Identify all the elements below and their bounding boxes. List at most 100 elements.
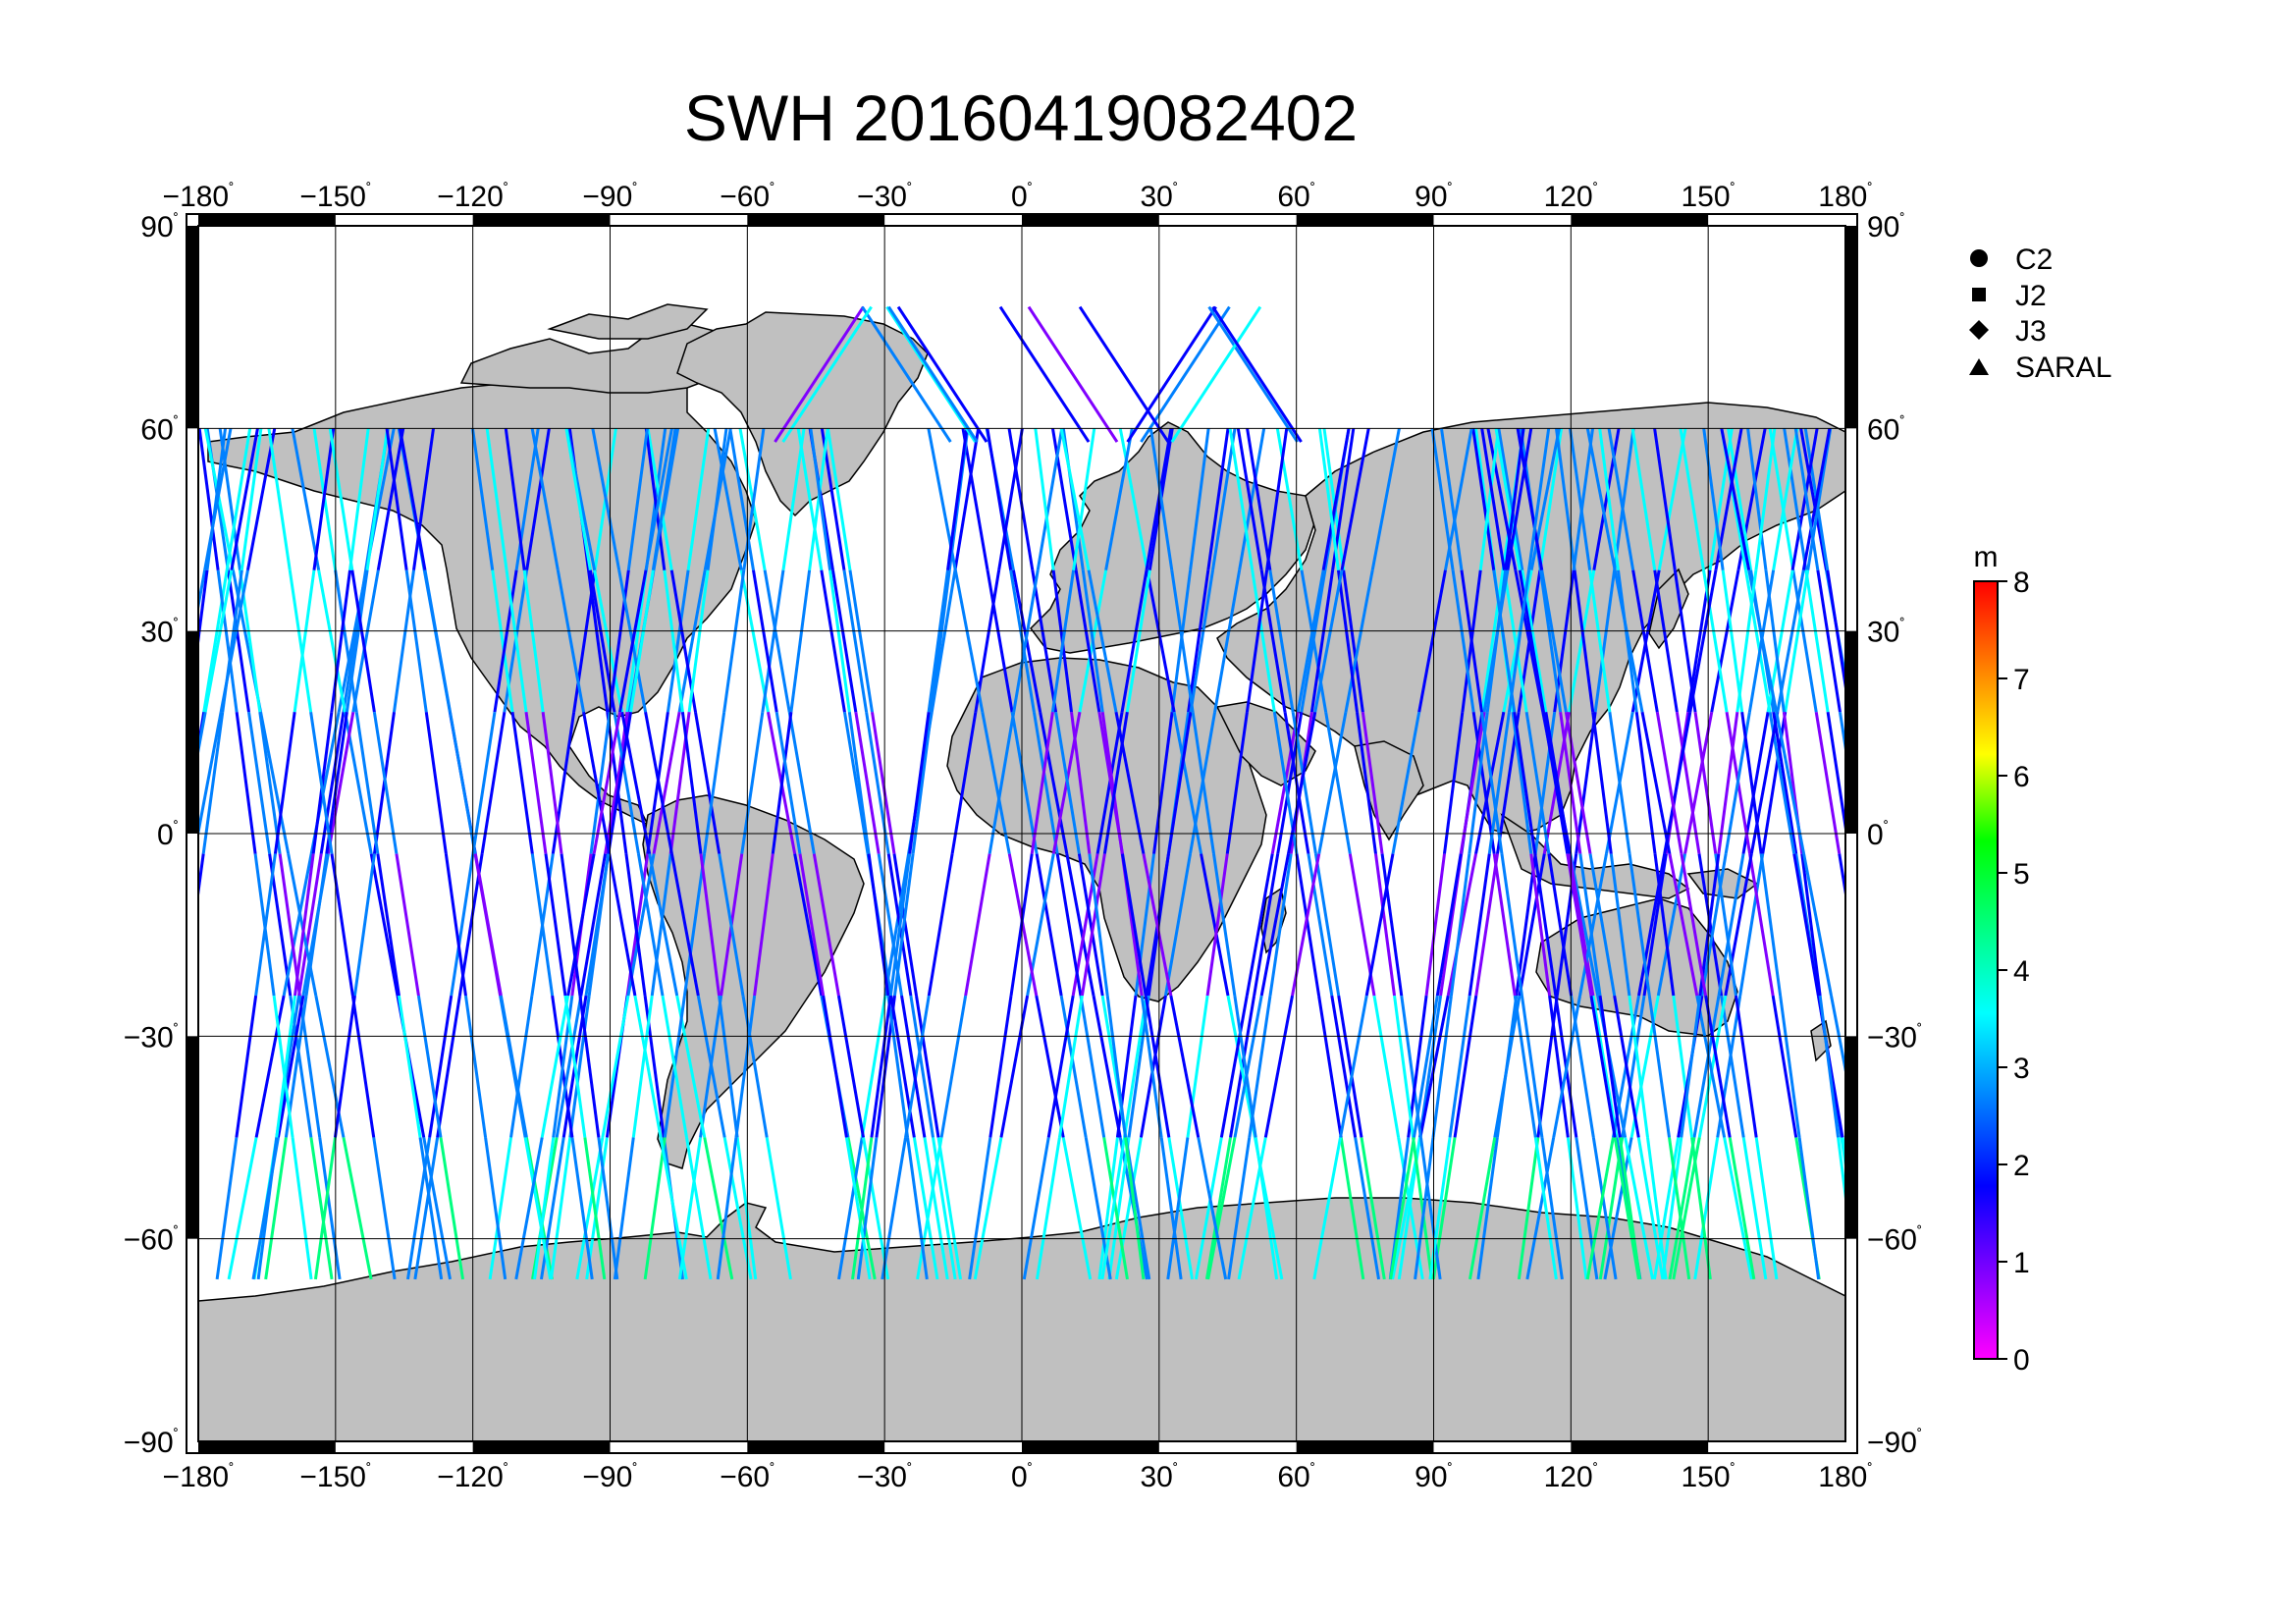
track-segment [1065,853,1095,997]
track-segment [1552,995,1582,1138]
track-segment [1337,995,1363,1138]
colorbar-tick-label: 5 [2013,858,2030,891]
track-segment [1152,712,1174,854]
colorbar-tick-label: 7 [2013,664,2030,696]
track-segment [1655,711,1683,854]
track-segment [1837,1137,1845,1207]
track-segment [1497,428,1524,571]
track-segment [505,569,528,713]
track-segment [1092,995,1122,1138]
track-segment [636,853,665,997]
track-segment [1478,428,1501,570]
track-segment [848,569,874,713]
track-segment [365,428,390,570]
track-segment [1313,853,1341,997]
track-segment [221,569,243,713]
track-segment [1166,1137,1190,1280]
frame-bar-top [747,214,885,226]
track-segment [556,569,586,713]
track-segment [201,711,225,854]
track-segment [1916,1138,1938,1279]
swh-colorbar: m 0 1 2 3 4 5 6 7 8 [1973,541,2030,1377]
track-segment [1493,995,1522,1138]
track-segment [1118,428,1149,571]
track-segment [644,428,667,570]
lat-label-right: −90˚ [1867,1427,1922,1459]
track-segment [1317,428,1340,570]
track-segment [1097,1137,1119,1280]
track-segment [1361,711,1384,854]
track-segment [1804,569,1830,713]
track-segment [1754,428,1777,570]
track-segment [1727,428,1753,571]
track-segment [1653,569,1679,713]
track-segment [1485,569,1508,713]
track-segment [870,711,896,854]
figure-title: SWH 20160419082402 [684,81,1358,154]
track-segment [669,853,700,997]
track-segment [1748,853,1775,997]
lat-label-left: 0˚ [157,819,179,851]
track-segment [908,712,931,854]
track-segment [1862,854,1885,996]
track-segment [912,1137,939,1280]
track-segment [533,1137,556,1280]
track-segment [1012,569,1040,713]
track-segment [716,1137,738,1280]
frame-bar-bottom [1022,1441,1159,1453]
track-segment [1307,853,1334,997]
track-segment [1087,569,1118,713]
track-segment [1680,853,1708,997]
track-segment [1417,569,1447,713]
track-segment [1688,569,1718,713]
track-segment [1417,995,1443,1138]
track-segment [822,995,848,1138]
track-segment [1238,428,1266,571]
track-segment [593,569,624,713]
track-segment [1322,428,1346,570]
track-segment [351,569,380,713]
track-segment [1414,1137,1435,1280]
track-segment [333,995,356,1138]
track-segment [1858,1138,1886,1279]
track-segment [240,428,263,570]
track-segment [1122,995,1148,1138]
track-segment [1275,428,1304,571]
track-segment [904,995,931,1138]
track-segment [1656,853,1687,997]
track-segment [1418,995,1450,1138]
track-segment [1468,1137,1497,1280]
track-segment [1524,711,1551,854]
track-segment [1439,428,1464,570]
track-segment [1007,428,1035,571]
track-segment [740,711,765,854]
track-segment [608,569,630,713]
track-segment [1675,711,1701,854]
track-segment [1759,853,1783,997]
track-segment [1575,1137,1599,1280]
track-segment [1572,428,1595,570]
track-segment [837,1137,864,1280]
track-segment [1114,1137,1143,1280]
track-segment [881,1137,908,1280]
track-segment [1872,996,1894,1137]
track-segment [613,711,640,854]
arabia [1215,701,1316,786]
track-segment [1459,711,1486,854]
track-segment [256,1137,279,1280]
track-segment [1593,569,1617,713]
track-segment [988,995,1013,1138]
track-segment [1723,1137,1753,1280]
track-segment [278,853,301,997]
track-segment [470,428,495,570]
track-segment [1578,853,1602,997]
track-segment [1511,712,1533,854]
track-segment [1668,1137,1691,1280]
lon-label-top: −150˚ [299,181,371,213]
track-segment [203,569,234,713]
track-segment [1097,711,1124,854]
track-segment [1618,1137,1641,1280]
track-segment [570,1137,594,1280]
track-segment [842,711,870,854]
track-segment [1191,711,1215,854]
